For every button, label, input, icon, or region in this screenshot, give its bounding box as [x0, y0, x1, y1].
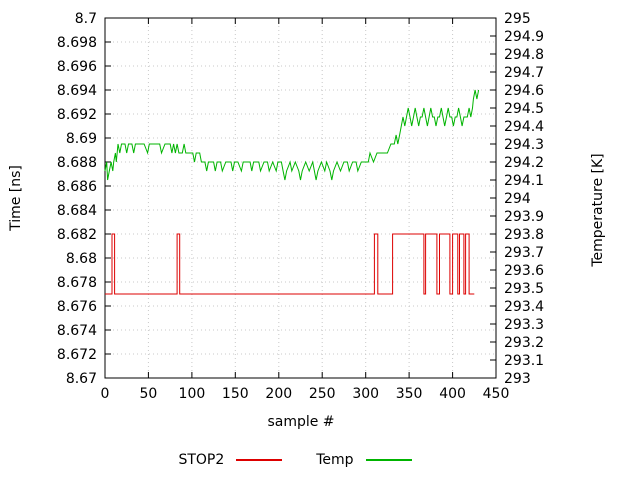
x-tick-label: 150: [222, 386, 249, 402]
legend-label-stop2: STOP2: [178, 452, 225, 468]
left-axis-title: Time [ns]: [8, 165, 24, 231]
right-tick-label: 294: [504, 191, 531, 207]
right-tick-label: 293.8: [504, 227, 544, 243]
right-tick-label: 293: [504, 371, 531, 387]
right-tick-label: 293.3: [504, 317, 544, 333]
right-tick-label: 293.5: [504, 281, 544, 297]
right-tick-label: 293.6: [504, 263, 544, 279]
right-tick-label: 293.2: [504, 335, 544, 351]
right-tick-label: 294.9: [504, 29, 544, 45]
left-tick-label: 8.698: [57, 35, 97, 51]
right-tick-label: 294.5: [504, 101, 544, 117]
left-tick-label: 8.682: [57, 227, 97, 243]
legend-entry-temp: Temp: [316, 452, 412, 468]
x-tick-label: 250: [309, 386, 336, 402]
legend-entry-stop2: STOP2: [178, 452, 283, 468]
stop2-line-swatch: [236, 459, 283, 461]
right-tick-label: 294.4: [504, 119, 544, 135]
right-axis-title: Temperature [K]: [590, 153, 606, 267]
x-axis-title: sample #: [267, 414, 335, 430]
right-tick-label: 293.9: [504, 209, 544, 225]
x-tick-label: 200: [265, 386, 292, 402]
left-tick-label: 8.684: [57, 203, 97, 219]
x-tick-label: 450: [483, 386, 510, 402]
legend: STOP2 Temp: [0, 452, 590, 468]
x-tick-label: 50: [139, 386, 157, 402]
x-tick-label: 100: [179, 386, 206, 402]
right-tick-label: 293.1: [504, 353, 544, 369]
x-tick-label: 400: [439, 386, 466, 402]
right-tick-label: 294.7: [504, 65, 544, 81]
left-tick-label: 8.69: [66, 131, 97, 147]
right-tick-label: 293.4: [504, 299, 544, 315]
temp-line-swatch: [365, 459, 412, 461]
left-tick-label: 8.68: [66, 251, 97, 267]
left-tick-label: 8.686: [57, 179, 97, 195]
left-tick-label: 8.676: [57, 299, 97, 315]
x-tick-label: 0: [101, 386, 110, 402]
left-tick-label: 8.678: [57, 275, 97, 291]
left-tick-label: 8.694: [57, 83, 97, 99]
left-tick-label: 8.67: [66, 371, 97, 387]
left-tick-label: 8.7: [75, 11, 97, 27]
left-tick-label: 8.672: [57, 347, 97, 363]
x-tick-label: 300: [352, 386, 379, 402]
left-tick-label: 8.696: [57, 59, 97, 75]
temp-series-line: [104, 89, 480, 181]
plot-border: [104, 17, 497, 379]
right-tick-label: 294.1: [504, 173, 544, 189]
right-tick-label: 295: [504, 11, 531, 27]
legend-label-temp: Temp: [316, 452, 354, 468]
right-tick-label: 294.6: [504, 83, 544, 99]
right-tick-label: 294.8: [504, 47, 544, 63]
right-tick-label: 293.7: [504, 245, 544, 261]
left-tick-label: 8.692: [57, 107, 97, 123]
left-tick-label: 8.688: [57, 155, 97, 171]
x-tick-label: 350: [396, 386, 423, 402]
stop2-series-line: [105, 233, 475, 295]
right-tick-label: 294.2: [504, 155, 544, 171]
left-tick-label: 8.674: [57, 323, 97, 339]
right-tick-label: 294.3: [504, 137, 544, 153]
